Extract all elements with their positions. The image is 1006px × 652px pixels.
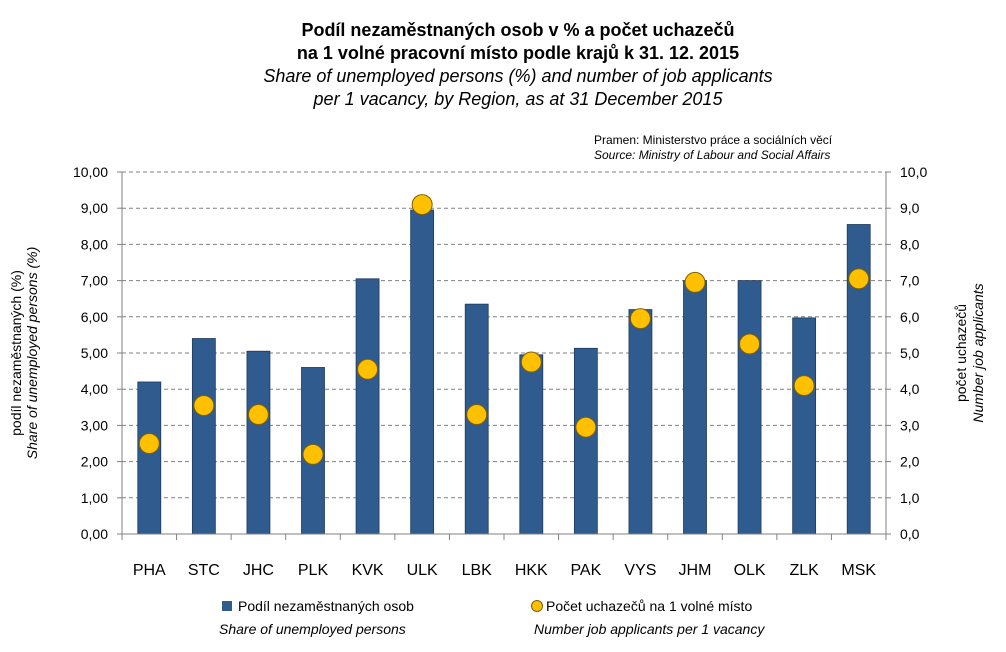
bar: [737, 280, 762, 535]
y-right-tick-label: 1,0: [900, 490, 920, 506]
legend-point-swatch: [531, 600, 543, 612]
y-left-tick-label: 10,00: [73, 164, 108, 180]
x-tick-label: OLK: [734, 562, 766, 579]
chart-title: Podíl nezaměstnaných osob v % a počet uc…: [301, 20, 734, 40]
bar-series: [137, 209, 871, 535]
y-axis-left-label-en: Share of unemployed persons (%): [24, 247, 40, 459]
x-tick-label: KVK: [352, 562, 384, 579]
chart-subtitle: Share of unemployed persons (%) and numb…: [263, 66, 772, 86]
x-tick-label: HKK: [515, 562, 548, 579]
source-en: Source: Ministry of Labour and Social Af…: [594, 148, 830, 162]
point: [357, 358, 379, 380]
point: [575, 416, 597, 438]
point: [466, 404, 488, 426]
y-right-tick-label: 6,0: [900, 309, 920, 325]
x-tick-label: PHA: [133, 562, 166, 579]
bar: [683, 280, 707, 535]
x-axis-labels: PHA STC JHC PLK KVK ULK LBK HKK PAK VYS JHM OLK ZLK M…: [133, 562, 877, 579]
x-tick-label: ZLK: [789, 562, 819, 579]
y-right-tick-label: 5,0: [900, 345, 920, 361]
point: [138, 433, 160, 454]
bar: [628, 309, 653, 535]
x-tick-label: PAK: [570, 562, 601, 579]
y-left-tick-label: 3,00: [81, 417, 108, 433]
point: [629, 308, 651, 330]
legend: Podíl nezaměstnaných osob Share of unemp…: [219, 598, 765, 637]
x-tick-label: STC: [188, 562, 220, 579]
y-right-tick-label: 2,0: [900, 454, 920, 470]
x-tick-label: ULK: [407, 562, 438, 579]
y-left-tick-label: 8,00: [81, 236, 108, 252]
legend-point-label-en: Number job applicants per 1 vacancy: [534, 621, 765, 637]
legend-point-label: Počet uchazečů na 1 volné místo: [546, 598, 752, 614]
y-axis-left-ticks: 0,00 1,00 2,00 3,00 4,00 5,00 6,00 7,00 8,00 9,00…: [73, 164, 108, 542]
y-left-tick-label: 7,00: [81, 273, 108, 289]
bar: [573, 347, 598, 535]
x-tick-label: VYS: [624, 562, 656, 579]
gridlines: [122, 171, 886, 499]
bar: [410, 209, 435, 535]
y-right-tick-label: 0,0: [900, 526, 920, 542]
y-axis-left-label-cz: podíl nezaměstnaných (%): [8, 270, 24, 436]
point: [411, 194, 433, 216]
y-right-tick-label: 3,0: [900, 417, 920, 433]
legend-bar-label: Podíl nezaměstnaných osob: [238, 598, 414, 614]
bar: [137, 381, 162, 535]
y-right-tick-label: 10,0: [900, 164, 927, 180]
point: [793, 375, 815, 397]
x-tick-label: JHC: [243, 562, 274, 579]
x-tick-label: JHM: [679, 562, 712, 579]
point: [302, 443, 324, 465]
axes: [117, 171, 891, 540]
legend-bar-label-en: Share of unemployed persons: [219, 621, 406, 637]
x-tick-label: LBK: [462, 562, 493, 579]
point: [684, 271, 706, 293]
y-left-tick-label: 0,00: [81, 526, 108, 542]
y-left-tick-label: 6,00: [81, 309, 108, 325]
chart-subtitle-line2: per 1 vacancy, by Region, as at 31 Decem…: [313, 89, 724, 109]
bar: [355, 278, 380, 535]
y-right-tick-label: 4,0: [900, 381, 920, 397]
y-left-tick-label: 4,00: [81, 381, 108, 397]
y-left-tick-label: 9,00: [81, 200, 108, 216]
y-axis-right-label-en: Number job applicants: [970, 283, 986, 422]
y-left-tick-label: 1,00: [81, 490, 108, 506]
point: [739, 333, 761, 355]
y-left-tick-label: 2,00: [81, 454, 108, 470]
y-axis-right-ticks: 0,0 1,0 2,0 3,0 4,0 5,0 6,0 7,0 8,0 9,0 10,0: [900, 164, 927, 542]
y-right-tick-label: 9,0: [900, 200, 920, 216]
y-right-tick-label: 8,0: [900, 236, 920, 252]
point: [193, 394, 215, 416]
point: [520, 351, 542, 373]
point-series: [138, 194, 870, 465]
chart-title-line2: na 1 volné pracovní místo podle krajů k …: [297, 43, 739, 63]
bar: [246, 350, 271, 535]
y-left-tick-label: 5,00: [81, 345, 108, 361]
y-right-tick-label: 7,0: [900, 273, 920, 289]
legend-bar-swatch: [222, 601, 232, 611]
point: [848, 268, 870, 290]
bar: [792, 317, 817, 535]
x-tick-label: MSK: [841, 562, 876, 579]
bar: [519, 354, 544, 535]
bar: [191, 338, 216, 535]
y-axis-right-label-cz: počet uchazečů: [953, 304, 969, 402]
x-tick-label: PLK: [298, 562, 329, 579]
point: [247, 404, 269, 426]
source-cz: Pramen: Ministerstvo práce a sociálních …: [594, 133, 833, 147]
